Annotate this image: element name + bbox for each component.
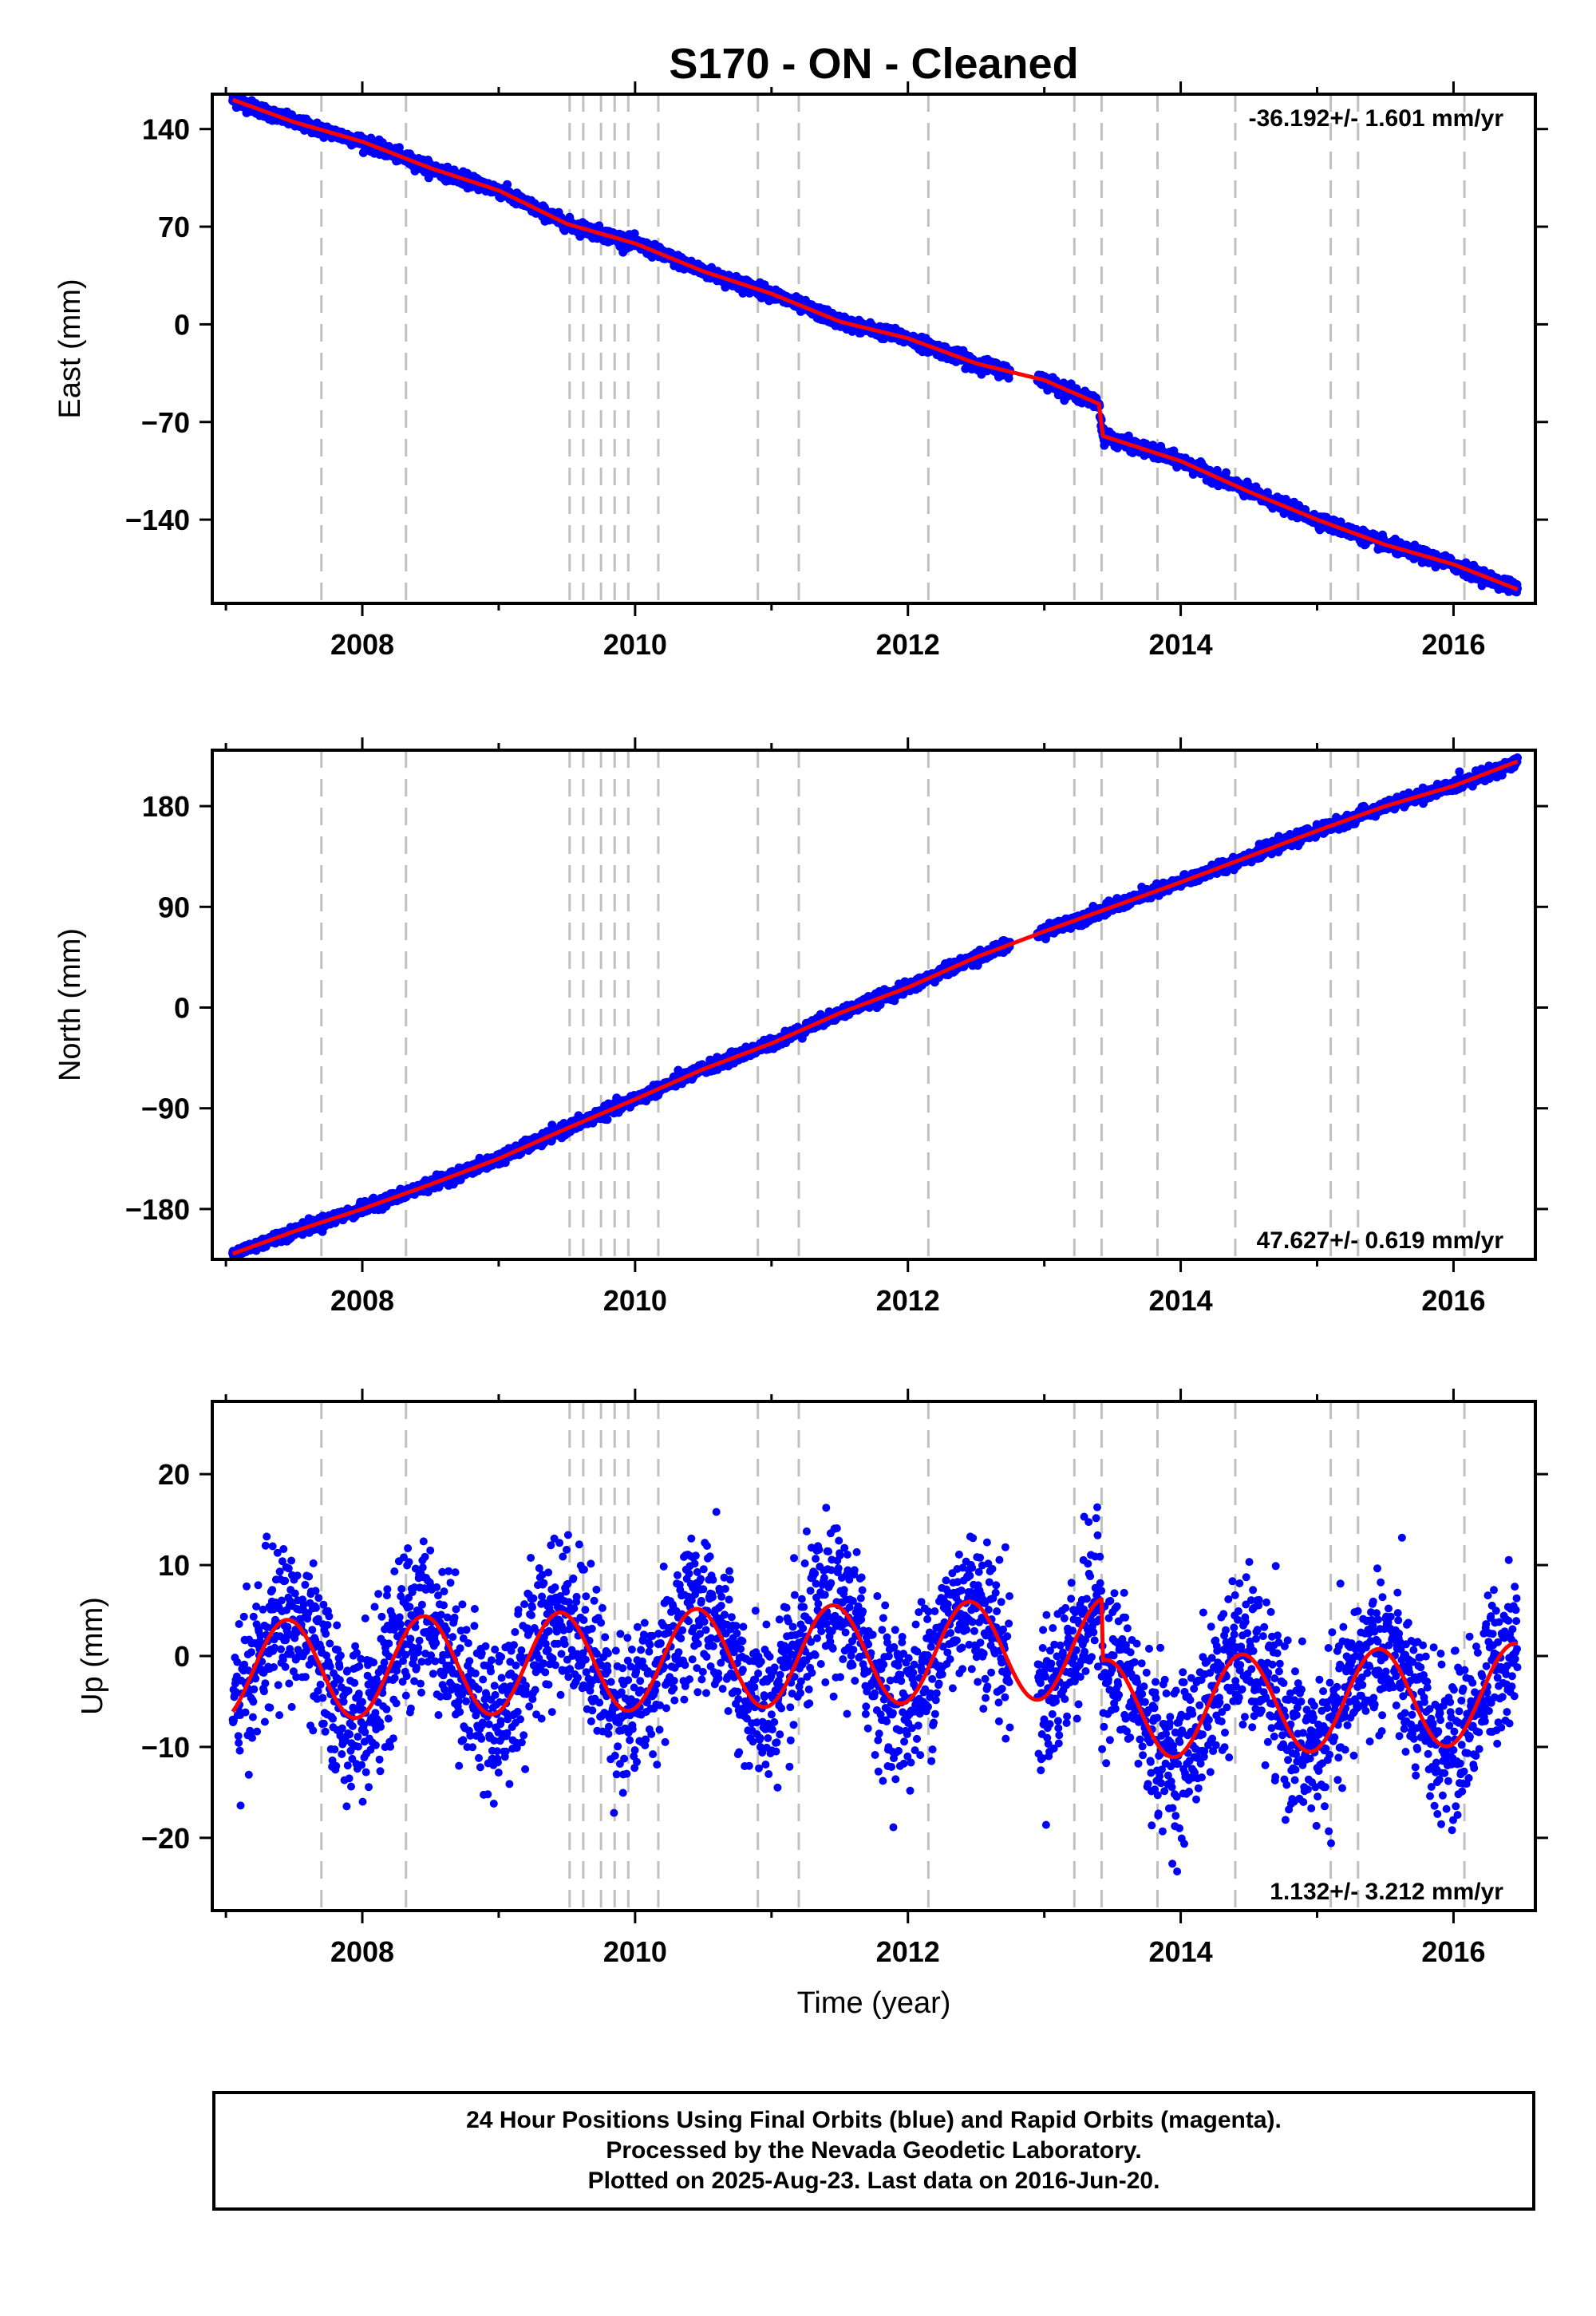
- plot-frame: [211, 93, 1537, 605]
- model-line: [231, 97, 1519, 591]
- velocity-annotation: -36.192+/- 1.601 mm/yr: [1249, 105, 1504, 132]
- data-point: [602, 1115, 612, 1124]
- y-tick-label: −70: [141, 406, 190, 439]
- x-tick-label: 2014: [1149, 628, 1213, 661]
- data-point: [394, 143, 404, 152]
- x-tick-label: 2010: [603, 628, 667, 661]
- x-tick-label: 2016: [1421, 628, 1485, 661]
- x-tick-label: 2012: [876, 628, 940, 661]
- data-point: [630, 229, 639, 239]
- y-tick-label: 0: [174, 308, 190, 341]
- y-tick-label: 140: [142, 113, 190, 146]
- data-point: [503, 180, 512, 189]
- y-axis-label: East (mm): [53, 279, 87, 418]
- x-tick-label: 2008: [330, 628, 394, 661]
- event-lines: [320, 94, 1466, 603]
- y-tick-label: 70: [158, 211, 190, 243]
- chart-title: S170 - ON - Cleaned: [669, 40, 1078, 88]
- data-points: [228, 94, 1522, 597]
- east-panel: 2008 2010 2012 2014 2016 140 70 0 −70 −140 East (m…: [53, 81, 1548, 661]
- y-tick-label: −140: [125, 504, 190, 536]
